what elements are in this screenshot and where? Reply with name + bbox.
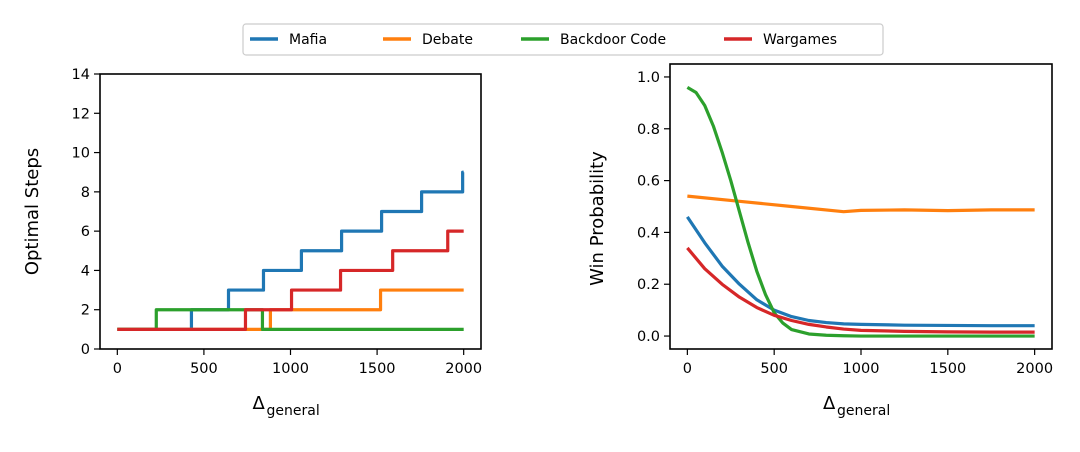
series-line-backdoor-code xyxy=(686,85,1035,338)
y-tick-label: 6 xyxy=(81,224,90,240)
x-tick-label: 2000 xyxy=(445,361,482,377)
series-line-wargames xyxy=(686,246,1035,334)
legend-label: Wargames xyxy=(763,32,837,48)
x-axis-label-subscript: general xyxy=(837,403,890,419)
series-line-backdoor-code xyxy=(117,308,464,331)
x-axis-label-subscript: general xyxy=(267,403,320,419)
y-tick-label: 4 xyxy=(81,263,90,279)
series-line-wargames xyxy=(117,229,464,331)
y-tick-label: 0 xyxy=(81,342,90,358)
y-tick-label: 14 xyxy=(72,67,90,83)
y-tick-label: 0.4 xyxy=(637,225,660,241)
legend-label: Backdoor Code xyxy=(560,32,666,48)
axes-frame xyxy=(669,63,1053,350)
y-tick-label: 0.6 xyxy=(637,174,660,190)
x-axis-label: Δ xyxy=(823,393,836,414)
x-axis-label: Δ xyxy=(253,393,266,414)
y-tick-label: 10 xyxy=(72,146,90,162)
series-line-debate xyxy=(687,194,1035,214)
x-tick-label: 1000 xyxy=(272,361,309,377)
x-tick-label: 1500 xyxy=(359,361,396,377)
legend-label: Mafia xyxy=(289,32,327,48)
axes-optimal-steps: 0 500 1000 1500 2000 0 2 4 6 8 10 12 14 Δ general Optim… xyxy=(22,67,482,419)
y-axis-label: Optimal Steps xyxy=(22,148,43,275)
series-line-mafia xyxy=(686,215,1035,328)
y-tick-label: 8 xyxy=(81,185,90,201)
legend-box xyxy=(242,23,884,56)
y-tick-label: 12 xyxy=(72,106,90,122)
x-tick-label: 1000 xyxy=(843,361,880,377)
y-tick-label: 1.0 xyxy=(637,70,660,86)
x-tick-label: 0 xyxy=(113,361,122,377)
x-tick-label: 0 xyxy=(683,361,692,377)
x-tick-label: 1500 xyxy=(929,361,966,377)
y-axis-label: Win Probability xyxy=(587,151,608,286)
x-tick-label: 500 xyxy=(760,361,788,377)
y-tick-label: 0.2 xyxy=(637,277,660,293)
y-tick-label: 0.8 xyxy=(637,122,660,138)
legend-label: Debate xyxy=(422,32,473,48)
legend: Mafia Debate Backdoor Code Wargames xyxy=(242,23,884,56)
y-tick-label: 2 xyxy=(81,303,90,319)
x-tick-label: 500 xyxy=(190,361,218,377)
axes-win-probability: 0 500 1000 1500 2000 0.0 0.2 0.4 0.6 0.8 1.0 Δ gener… xyxy=(587,63,1053,419)
x-tick-label: 2000 xyxy=(1016,361,1053,377)
y-tick-label: 0.0 xyxy=(637,329,660,345)
